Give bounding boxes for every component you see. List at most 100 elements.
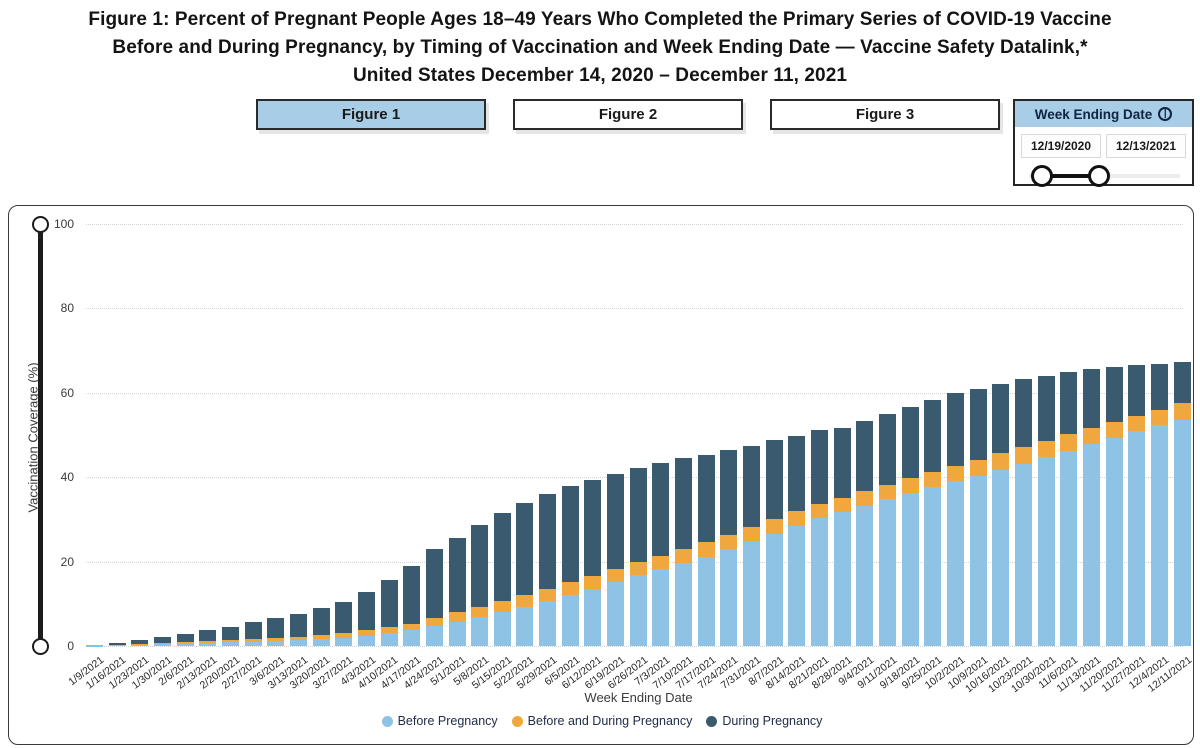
legend-item-during-pregnancy[interactable]: During Pregnancy xyxy=(706,714,822,728)
segment-before-and-during-pregnancy[interactable] xyxy=(289,636,307,641)
bar-5/1/2021[interactable] xyxy=(448,537,466,646)
segment-during-pregnancy[interactable] xyxy=(380,580,398,628)
segment-before-pregnancy[interactable] xyxy=(471,616,489,646)
segment-before-and-during-pregnancy[interactable] xyxy=(675,549,693,563)
bar-9/11/2021[interactable] xyxy=(878,413,896,646)
segment-before-pregnancy[interactable] xyxy=(811,518,828,646)
segment-before-pregnancy[interactable] xyxy=(1060,451,1078,646)
segment-during-pregnancy[interactable] xyxy=(448,537,466,613)
segment-before-and-during-pregnancy[interactable] xyxy=(1150,409,1168,426)
segment-before-and-during-pregnancy[interactable] xyxy=(244,639,262,642)
segment-before-and-during-pregnancy[interactable] xyxy=(357,630,375,636)
segment-during-pregnancy[interactable] xyxy=(335,601,353,634)
segment-before-and-during-pregnancy[interactable] xyxy=(493,601,511,613)
bar-1/16/2021[interactable] xyxy=(108,642,126,646)
segment-before-and-during-pregnancy[interactable] xyxy=(584,575,602,589)
bar-4/10/2021[interactable] xyxy=(380,580,398,646)
segment-before-pregnancy[interactable] xyxy=(969,475,987,646)
segment-before-pregnancy[interactable] xyxy=(652,568,670,646)
segment-before-pregnancy[interactable] xyxy=(403,630,421,646)
bar-10/9/2021[interactable] xyxy=(969,388,987,646)
segment-before-and-during-pregnancy[interactable] xyxy=(1082,427,1100,445)
bar-11/13/2021[interactable] xyxy=(1082,369,1100,646)
segment-during-pregnancy[interactable] xyxy=(765,440,783,520)
segment-before-pregnancy[interactable] xyxy=(448,621,466,646)
tab-figure-1[interactable]: Figure 1 xyxy=(256,99,486,130)
segment-before-and-during-pregnancy[interactable] xyxy=(743,527,761,542)
segment-before-pregnancy[interactable] xyxy=(1150,425,1168,646)
bar-2/13/2021[interactable] xyxy=(199,630,217,646)
segment-during-pregnancy[interactable] xyxy=(244,622,262,640)
segment-before-and-during-pregnancy[interactable] xyxy=(765,519,783,534)
segment-during-pregnancy[interactable] xyxy=(425,549,443,619)
segment-during-pregnancy[interactable] xyxy=(1082,369,1100,428)
segment-before-and-during-pregnancy[interactable] xyxy=(176,642,194,644)
segment-before-pregnancy[interactable] xyxy=(221,642,239,646)
bar-3/6/2021[interactable] xyxy=(267,618,285,646)
segment-before-pregnancy[interactable] xyxy=(1128,431,1146,646)
segment-before-pregnancy[interactable] xyxy=(1037,457,1055,646)
segment-before-pregnancy[interactable] xyxy=(901,493,919,646)
segment-during-pregnancy[interactable] xyxy=(1037,375,1055,441)
bar-10/2/2021[interactable] xyxy=(946,392,964,646)
segment-before-pregnancy[interactable] xyxy=(357,635,375,646)
segment-before-pregnancy[interactable] xyxy=(1014,463,1032,646)
tab-figure-3[interactable]: Figure 3 xyxy=(770,99,1000,130)
segment-before-pregnancy[interactable] xyxy=(1173,419,1191,646)
segment-before-and-during-pregnancy[interactable] xyxy=(312,635,330,640)
segment-during-pregnancy[interactable] xyxy=(516,502,534,596)
segment-before-pregnancy[interactable] xyxy=(153,644,171,646)
y-zoom-handle-top[interactable] xyxy=(32,216,49,233)
segment-during-pregnancy[interactable] xyxy=(131,640,149,644)
segment-during-pregnancy[interactable] xyxy=(471,524,489,607)
bar-2/6/2021[interactable] xyxy=(176,633,194,646)
segment-before-and-during-pregnancy[interactable] xyxy=(629,562,647,576)
bar-5/15/2021[interactable] xyxy=(493,513,511,646)
segment-during-pregnancy[interactable] xyxy=(697,454,715,543)
segment-before-and-during-pregnancy[interactable] xyxy=(403,623,421,631)
bar-8/14/2021[interactable] xyxy=(788,436,806,646)
segment-during-pregnancy[interactable] xyxy=(153,637,171,644)
bar-7/10/2021[interactable] xyxy=(675,458,693,646)
segment-before-pregnancy[interactable] xyxy=(788,525,806,646)
bar-10/16/2021[interactable] xyxy=(992,383,1010,646)
bar-4/24/2021[interactable] xyxy=(425,549,443,646)
segment-during-pregnancy[interactable] xyxy=(357,592,375,631)
segment-before-pregnancy[interactable] xyxy=(743,541,761,646)
segment-during-pregnancy[interactable] xyxy=(108,642,126,645)
bar-11/20/2021[interactable] xyxy=(1105,366,1123,646)
segment-during-pregnancy[interactable] xyxy=(493,513,511,602)
bar-6/19/2021[interactable] xyxy=(607,474,625,646)
segment-before-pregnancy[interactable] xyxy=(176,643,194,646)
segment-before-and-during-pregnancy[interactable] xyxy=(811,504,828,519)
segment-during-pregnancy[interactable] xyxy=(788,436,806,512)
segment-before-and-during-pregnancy[interactable] xyxy=(1128,415,1146,432)
segment-before-and-during-pregnancy[interactable] xyxy=(788,511,806,526)
bar-4/17/2021[interactable] xyxy=(403,566,421,646)
segment-during-pregnancy[interactable] xyxy=(289,613,307,637)
segment-during-pregnancy[interactable] xyxy=(1128,365,1146,416)
segment-before-pregnancy[interactable] xyxy=(1082,444,1100,646)
bar-1/9/2021[interactable] xyxy=(86,644,103,646)
segment-before-and-during-pregnancy[interactable] xyxy=(878,484,896,500)
segment-before-pregnancy[interactable] xyxy=(1105,437,1123,646)
segment-during-pregnancy[interactable] xyxy=(539,494,557,590)
segment-before-pregnancy[interactable] xyxy=(244,641,262,646)
segment-during-pregnancy[interactable] xyxy=(743,446,761,528)
segment-before-pregnancy[interactable] xyxy=(924,487,942,646)
segment-before-pregnancy[interactable] xyxy=(199,643,217,646)
segment-during-pregnancy[interactable] xyxy=(403,566,421,624)
bar-3/20/2021[interactable] xyxy=(312,608,330,646)
segment-before-and-during-pregnancy[interactable] xyxy=(516,595,534,608)
segment-during-pregnancy[interactable] xyxy=(312,608,330,636)
slider-handle-end[interactable] xyxy=(1088,165,1110,187)
bar-3/27/2021[interactable] xyxy=(335,601,353,646)
segment-during-pregnancy[interactable] xyxy=(652,462,670,556)
bar-9/25/2021[interactable] xyxy=(924,399,942,646)
segment-during-pregnancy[interactable] xyxy=(833,427,851,498)
bar-11/27/2021[interactable] xyxy=(1128,365,1146,646)
segment-before-and-during-pregnancy[interactable] xyxy=(335,633,353,638)
bar-2/27/2021[interactable] xyxy=(244,622,262,646)
legend-item-before-and-during-pregnancy[interactable]: Before and During Pregnancy xyxy=(511,714,692,728)
segment-during-pregnancy[interactable] xyxy=(267,618,285,638)
